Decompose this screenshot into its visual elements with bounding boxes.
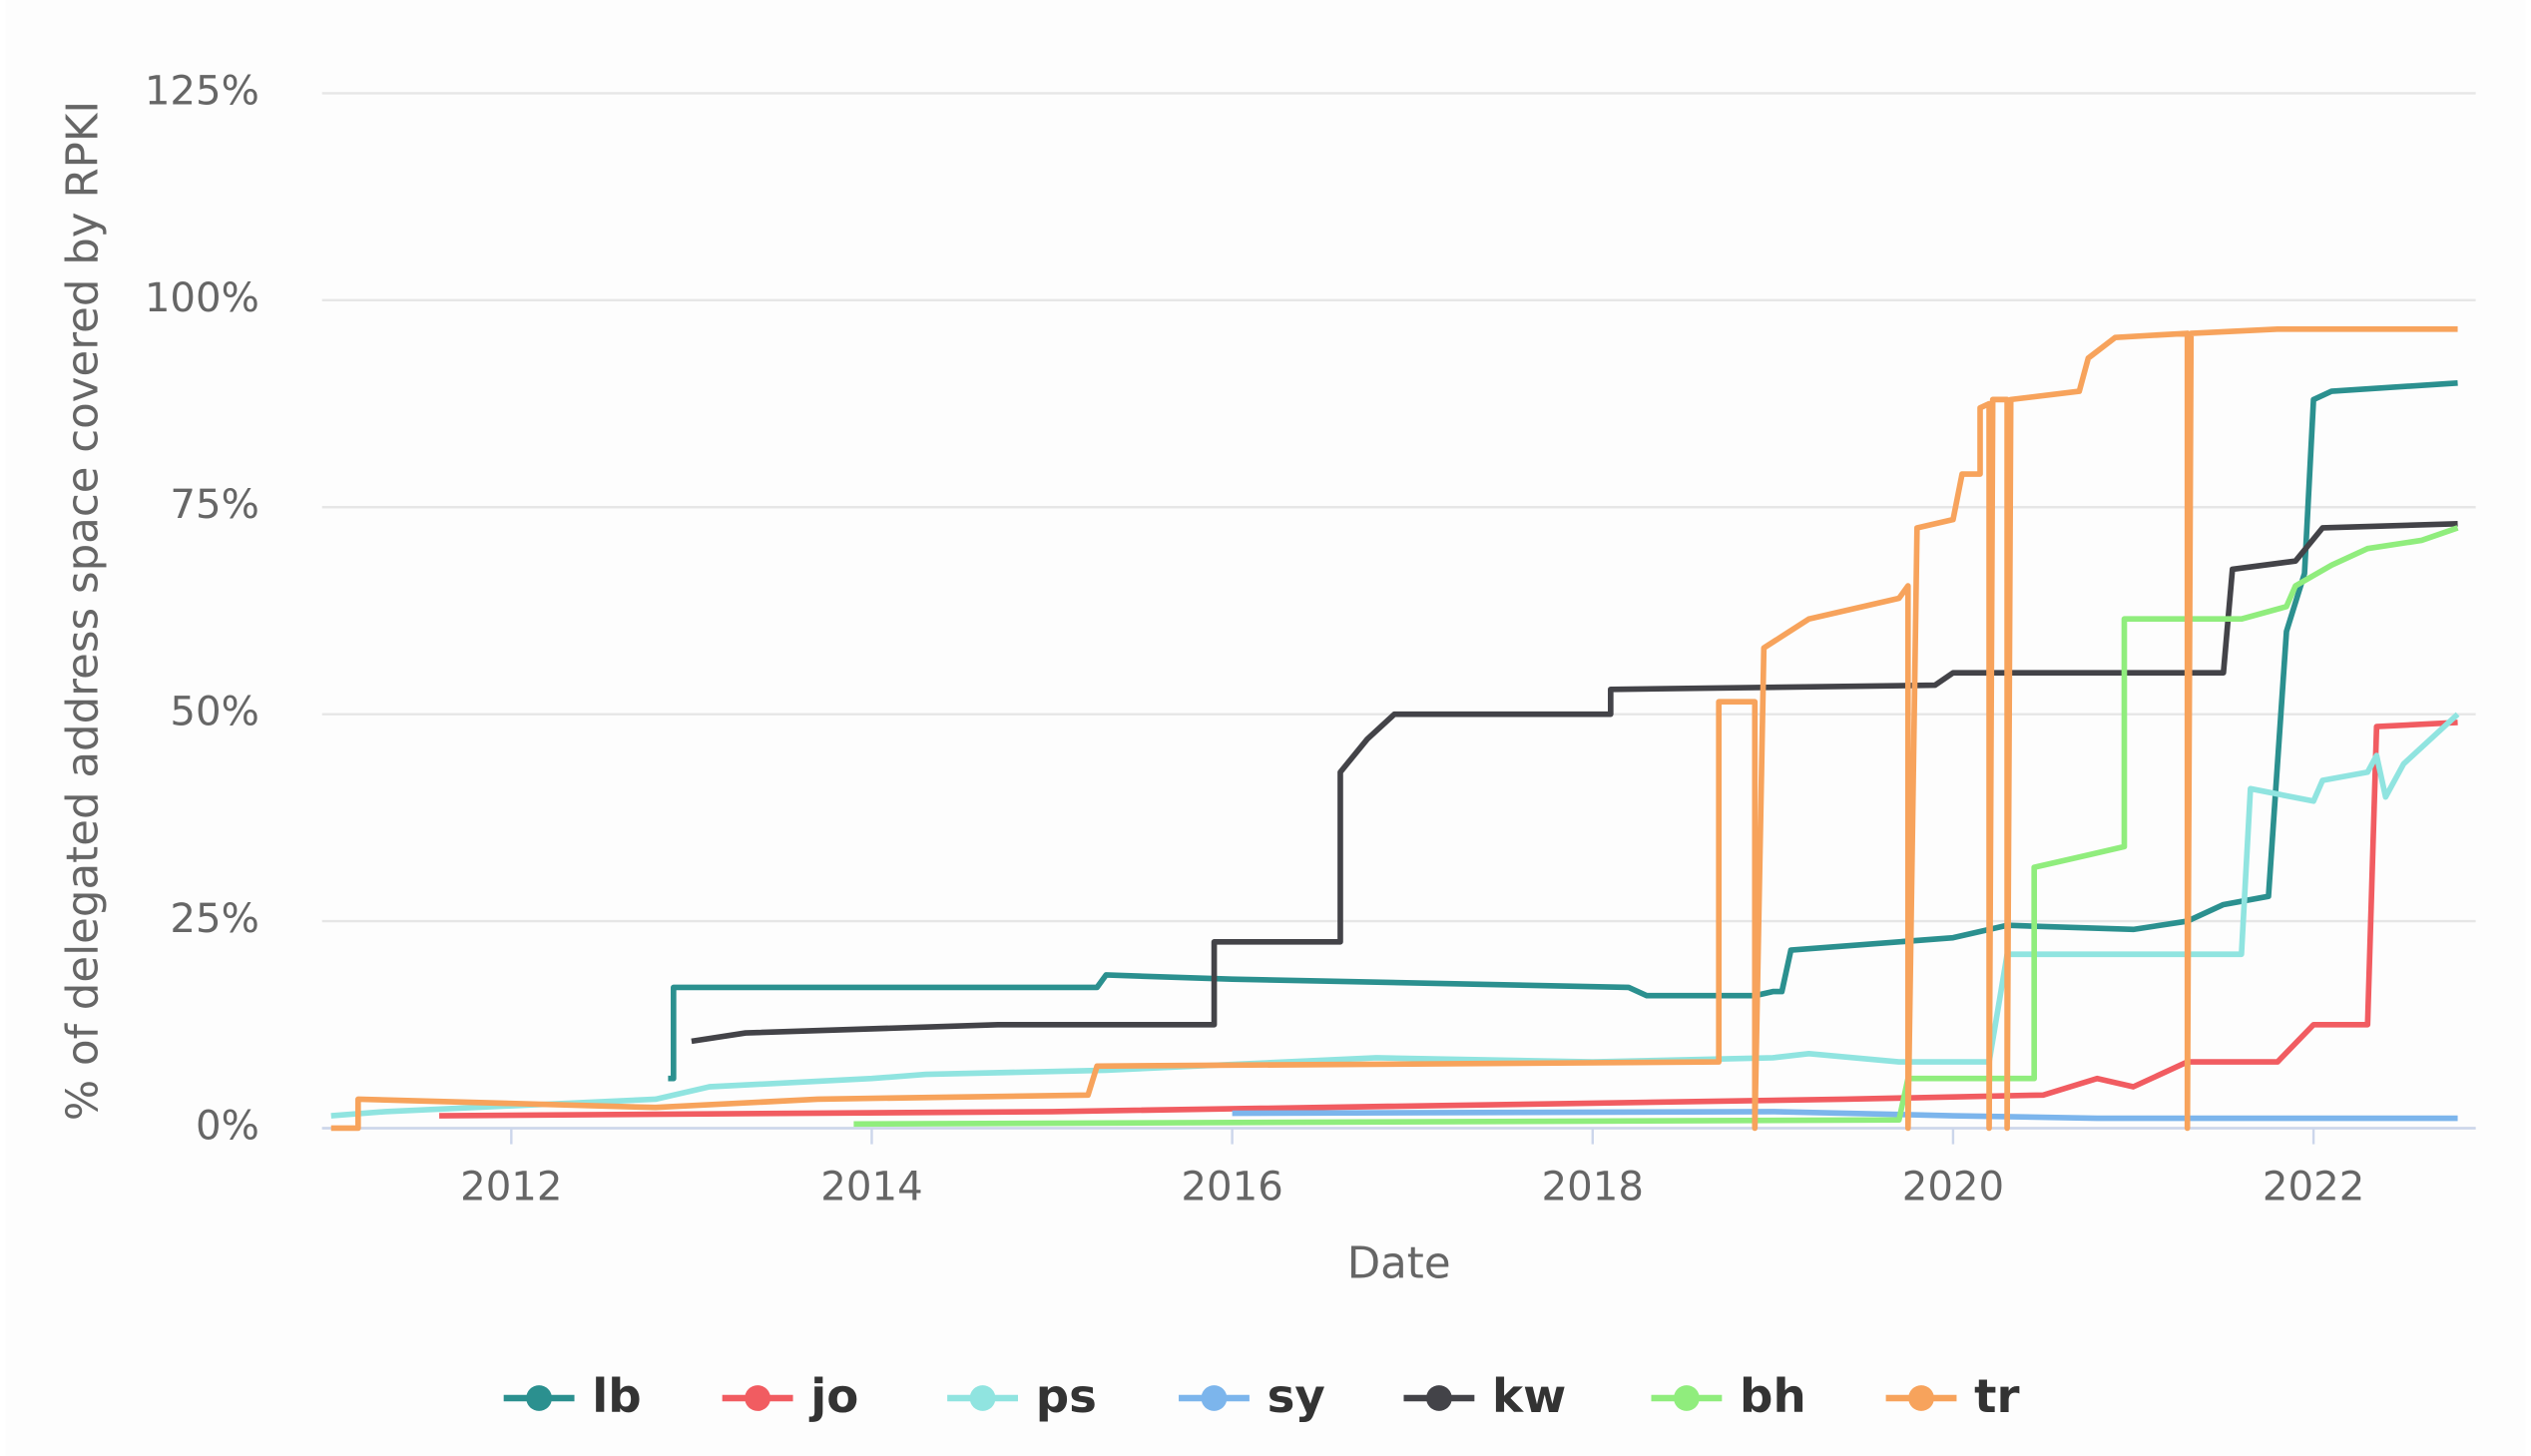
y-tick-label: 125% — [145, 68, 259, 114]
series-line — [691, 521, 2458, 1045]
y-tick-label: 100% — [145, 275, 259, 321]
legend-label[interactable]: jo — [808, 1370, 858, 1424]
x-tick-label: 2018 — [1542, 1165, 1644, 1211]
legend-label[interactable]: lb — [592, 1370, 641, 1424]
series-line — [330, 712, 2460, 1119]
legend-marker[interactable] — [1908, 1385, 1934, 1411]
legend-marker[interactable] — [1674, 1385, 1700, 1411]
background — [5, 0, 2526, 1456]
legend-label[interactable]: bh — [1740, 1370, 1806, 1424]
x-tick-label: 2012 — [460, 1165, 562, 1211]
series-line — [439, 720, 2458, 1119]
legend-label[interactable]: ps — [1036, 1370, 1097, 1424]
legend-marker[interactable] — [526, 1385, 552, 1411]
series-line — [853, 525, 2459, 1128]
x-tick-label: 2014 — [820, 1165, 922, 1211]
y-tick-label: 50% — [170, 690, 258, 735]
x-tick-label: 2020 — [1902, 1165, 2004, 1211]
x-tick-label: 2016 — [1181, 1165, 1282, 1211]
legend-marker[interactable] — [745, 1385, 771, 1411]
y-tick-label: 25% — [170, 896, 258, 942]
legend-marker[interactable] — [1426, 1385, 1452, 1411]
y-tick-label: 0% — [196, 1103, 259, 1149]
y-tick-label: 75% — [170, 482, 258, 528]
series-line — [330, 326, 2458, 1132]
legend-label[interactable]: tr — [1974, 1370, 2019, 1424]
x-tick-label: 2022 — [2263, 1165, 2364, 1211]
x-axis-label: Date — [1347, 1238, 1451, 1288]
legend-label[interactable]: kw — [1492, 1370, 1566, 1424]
series-line — [1232, 1109, 2458, 1122]
legend-marker[interactable] — [1201, 1385, 1228, 1411]
series-line — [668, 379, 2458, 1082]
y-axis-label: % of delegated address space covered by … — [58, 101, 108, 1121]
legend-marker[interactable] — [969, 1385, 996, 1411]
legend-label[interactable]: sy — [1267, 1370, 1325, 1424]
